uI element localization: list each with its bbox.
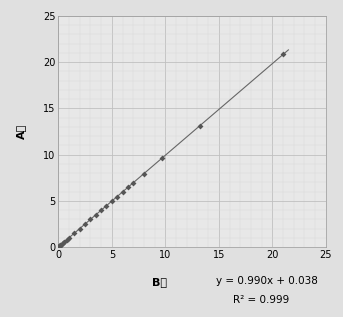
Point — [88, 217, 93, 222]
Point — [82, 222, 88, 227]
Point — [64, 237, 70, 242]
Point — [280, 52, 286, 57]
Point — [77, 226, 82, 231]
Text: R² = 0.999: R² = 0.999 — [233, 294, 289, 305]
Point — [120, 189, 125, 194]
Text: A组: A组 — [16, 124, 26, 139]
Point — [72, 231, 77, 236]
Point — [58, 243, 63, 248]
Point — [57, 243, 62, 249]
Point — [93, 212, 98, 217]
Point — [56, 244, 62, 249]
Point — [61, 240, 67, 245]
Point — [125, 185, 131, 190]
Point — [159, 155, 165, 160]
Point — [109, 198, 115, 204]
Point — [130, 180, 136, 185]
Point — [115, 194, 120, 199]
Point — [60, 241, 65, 246]
Text: B组: B组 — [153, 277, 167, 287]
Point — [66, 235, 72, 240]
Point — [57, 243, 63, 248]
Point — [98, 208, 104, 213]
Point — [141, 171, 147, 176]
Point — [197, 123, 202, 128]
Point — [104, 203, 109, 208]
Text: y = 0.990x + 0.038: y = 0.990x + 0.038 — [216, 275, 318, 286]
Point — [58, 242, 64, 247]
